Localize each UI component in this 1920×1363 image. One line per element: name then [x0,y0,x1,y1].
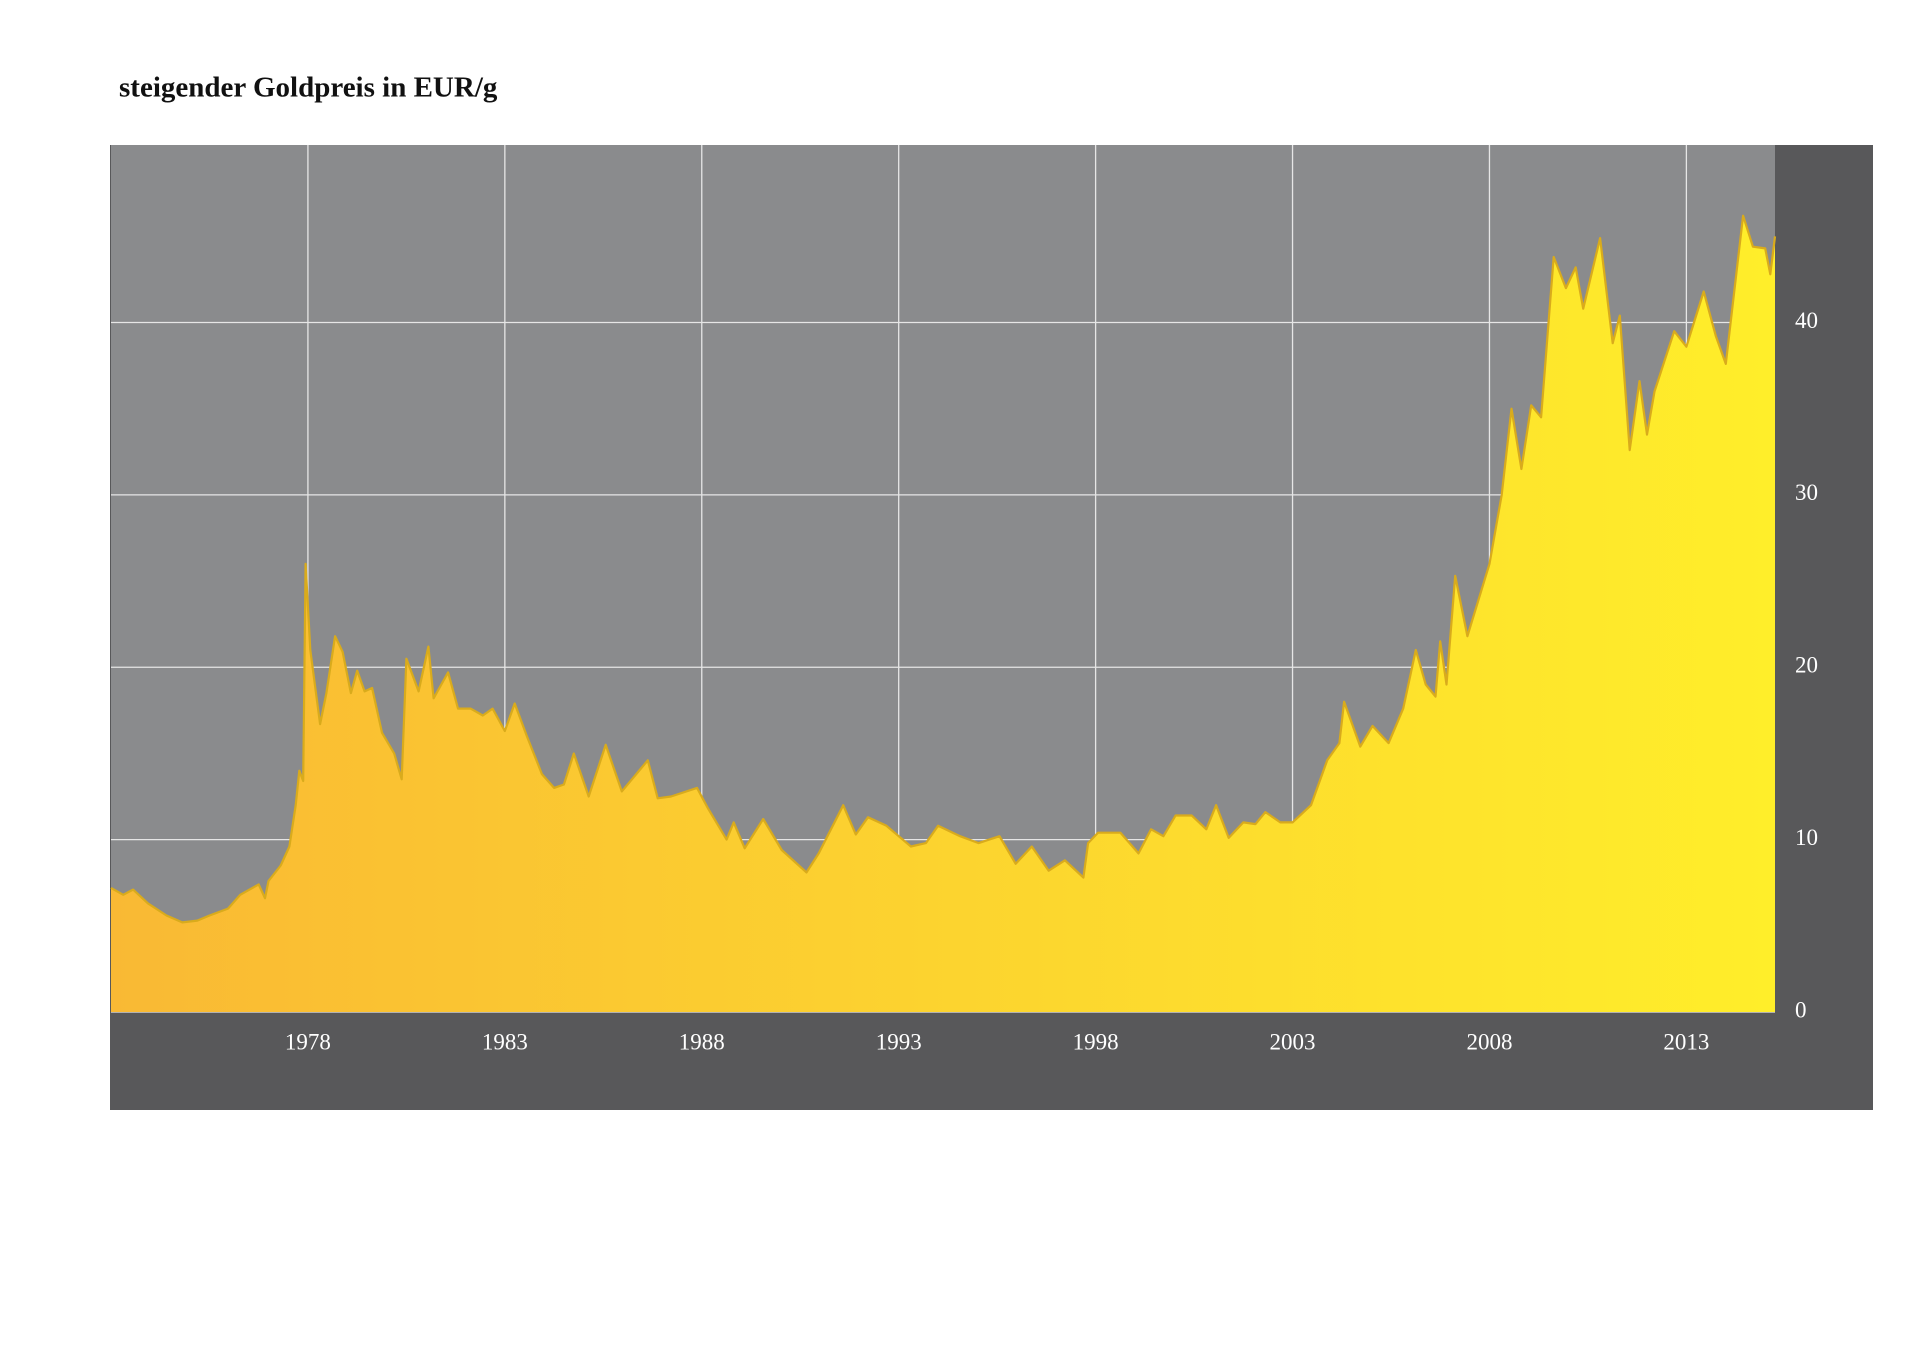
x-tick-label: 2013 [1663,1029,1709,1054]
x-tick-label: 1978 [285,1029,331,1054]
x-tick-label: 2003 [1270,1029,1316,1054]
chart-title: steigender Goldpreis in EUR/g [119,72,498,104]
y-tick-label: 40 [1795,308,1818,333]
y-tick-label: 10 [1795,825,1818,850]
x-tick-label: 1993 [876,1029,922,1054]
area-line [110,214,1777,924]
x-tick-label: 1998 [1073,1029,1119,1054]
y-tick-label: 20 [1795,653,1818,678]
area [111,215,1775,1012]
x-tick-label: 1983 [482,1029,528,1054]
y-tick-label: 0 [1795,997,1807,1022]
x-tick-label: 2008 [1466,1029,1512,1054]
y-tick-label: 30 [1795,480,1818,505]
x-tick-label: 1988 [679,1029,725,1054]
